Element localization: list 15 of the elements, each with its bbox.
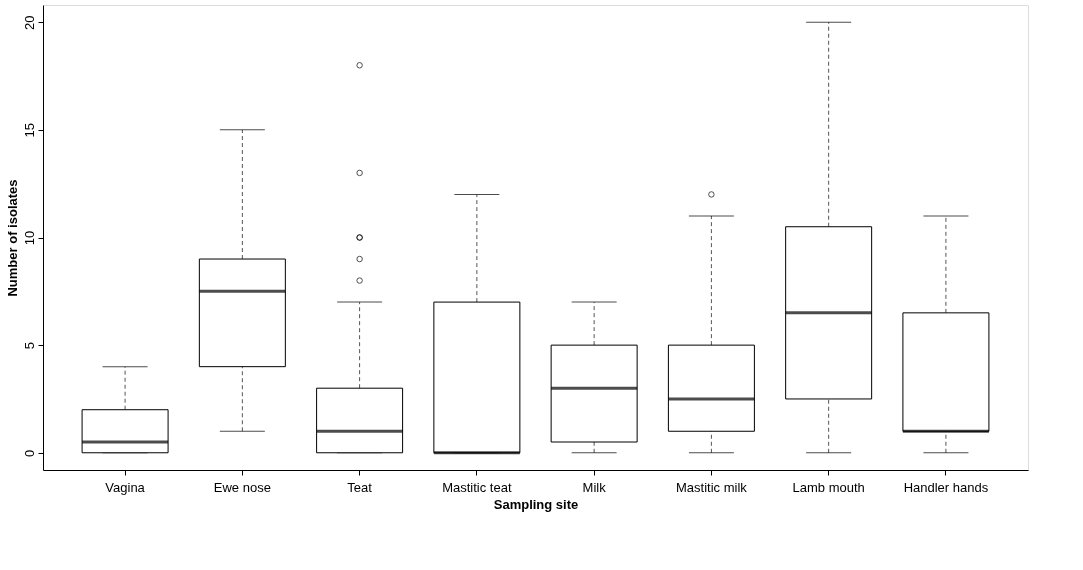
y-tick-label: 0 [21,449,37,457]
y-tick-label: 5 [21,342,37,350]
x-tick-label: Ewe nose [213,479,271,495]
x-tick-label: Teat [347,479,373,495]
y-axis-title: Number of isolates [4,179,20,297]
x-tick-label: Mastitic teat [442,479,512,495]
x-tick-label: Vagina [105,479,146,495]
x-tick-label: Mastitic milk [676,479,748,495]
y-tick-label: 20 [21,15,37,30]
y-tick-label: 15 [21,123,37,138]
x-tick-label: Milk [582,479,607,495]
x-tick-label: Lamb mouth [792,479,865,495]
y-tick-label: 10 [21,230,37,246]
x-axis-title: Sampling site [493,496,579,512]
x-tick-label: Handler hands [903,479,989,495]
